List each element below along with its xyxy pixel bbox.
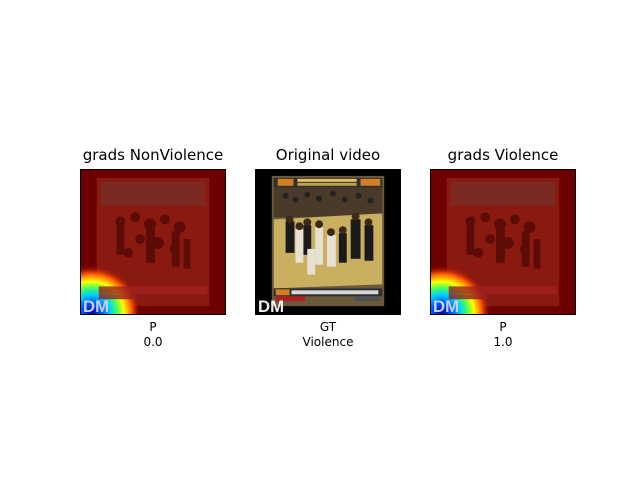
heatmap-image-violence: DM — [431, 170, 575, 314]
panel-title-grads-nonviolence: grads NonViolence — [82, 146, 224, 164]
panel-title-grads-violence: grads Violence — [447, 146, 559, 164]
watermark-logo-dm: DM — [258, 297, 284, 314]
panel-title-original-video: Original video — [275, 146, 381, 164]
watermark-logo-dm: DM — [433, 297, 459, 314]
caption-value: Violence — [302, 335, 354, 349]
prediction-caption-violence: P 1.0 — [430, 320, 576, 350]
caption-label: GT — [319, 320, 337, 334]
ground-truth-caption: GT Violence — [255, 320, 401, 350]
video-frame-original: DM — [255, 169, 401, 315]
heatmap-frame-nonviolence: DM — [80, 169, 226, 315]
heatmap-frame-violence: DM — [430, 169, 576, 315]
caption-label: P — [149, 320, 157, 334]
original-video-frame-image: DM — [256, 170, 400, 314]
watermark-logo-dm: DM — [83, 297, 109, 314]
prediction-caption-nonviolence: P 0.0 — [80, 320, 226, 350]
heatmap-image-nonviolence: DM — [81, 170, 225, 314]
caption-label: P — [499, 320, 507, 334]
caption-value: 0.0 — [143, 335, 163, 349]
caption-value: 1.0 — [493, 335, 513, 349]
